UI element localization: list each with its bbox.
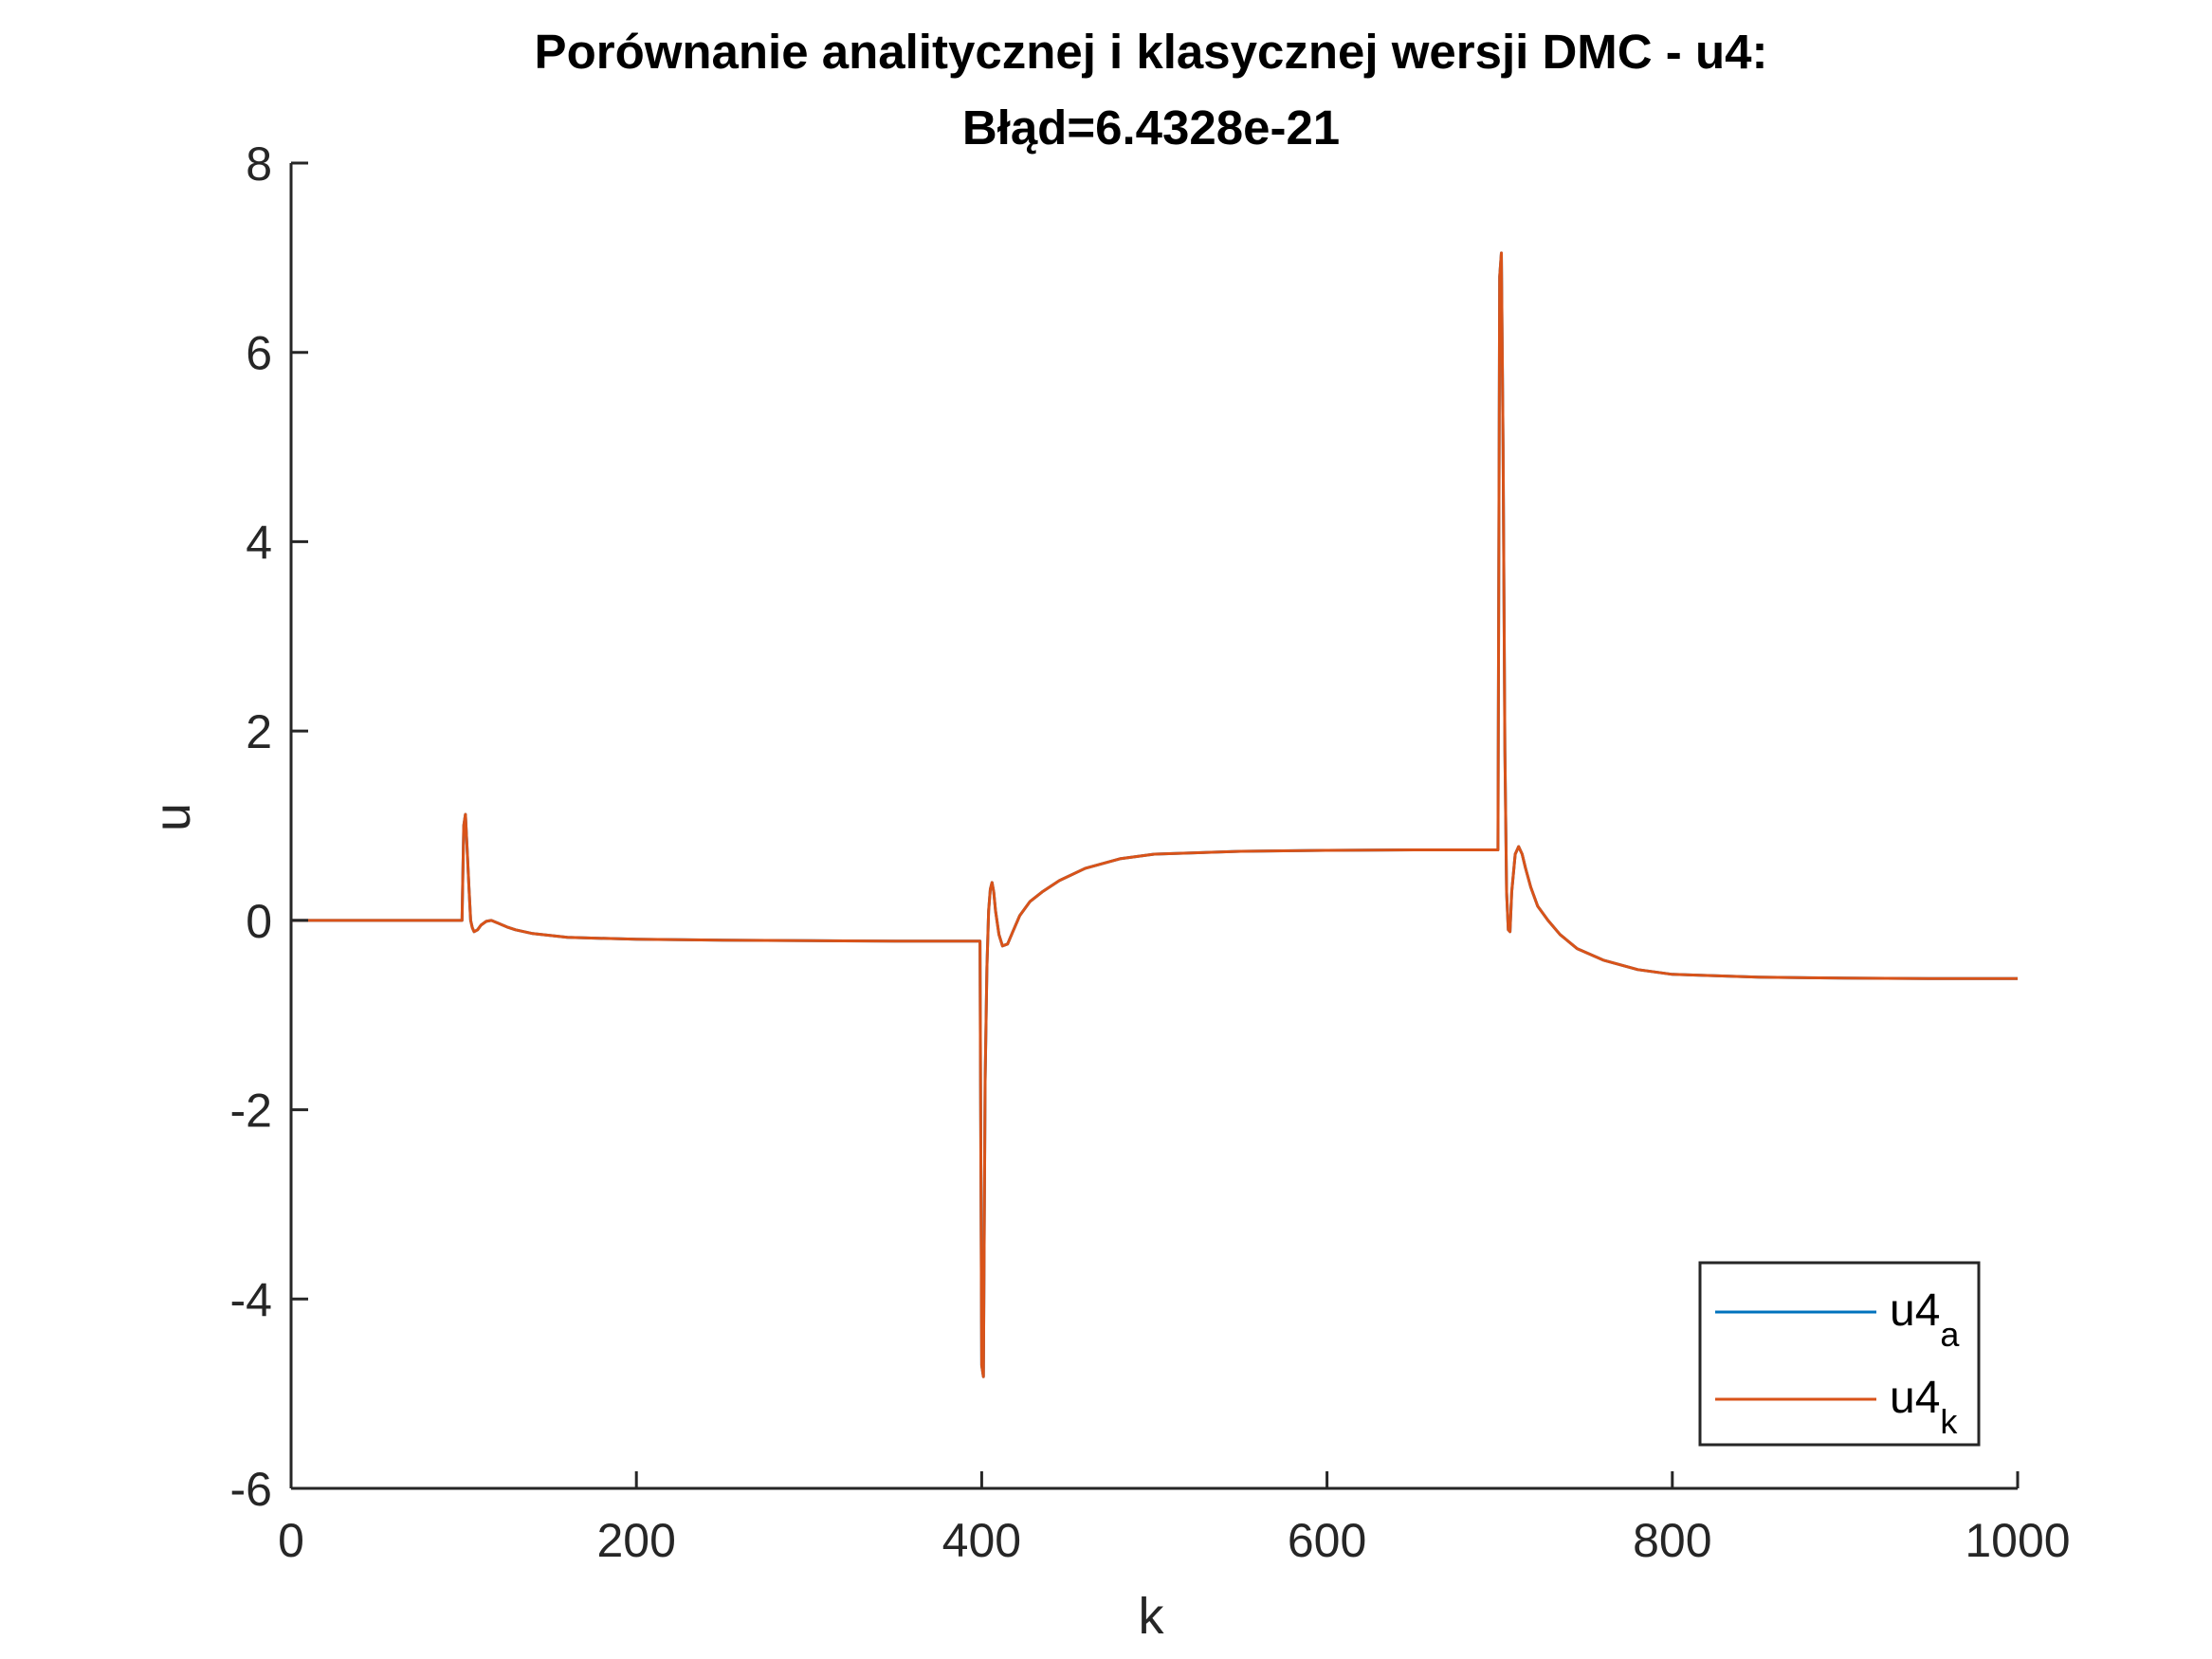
x-tick-label: 400 [942, 1514, 1021, 1567]
y-tick-label: 6 [246, 327, 272, 380]
y-tick-label: -6 [230, 1463, 272, 1516]
x-tick-label: 800 [1633, 1514, 1711, 1567]
chart-title: Porównanie analitycznej i klasycznej wer… [535, 25, 1768, 155]
series-line-u4-a [291, 251, 2018, 1378]
y-axis-label: u [144, 803, 201, 831]
y-tick-label: -4 [230, 1273, 272, 1326]
series-line-u4-k [291, 251, 2018, 1378]
y-tick-label: -2 [230, 1085, 272, 1138]
chart-title-line-2: Błąd=6.4328e-21 [962, 100, 1340, 155]
series-layer [291, 251, 2018, 1378]
y-tick-label: 8 [246, 137, 272, 191]
x-tick-label: 1000 [1965, 1514, 2070, 1567]
y-tick-label: 4 [246, 516, 272, 569]
x-axis-label: k [1139, 1588, 1165, 1645]
x-tick-label: 0 [278, 1514, 304, 1567]
x-tick-label: 600 [1288, 1514, 1366, 1567]
chart-title-line-1: Porównanie analitycznej i klasycznej wer… [535, 25, 1768, 79]
y-tick-label: 0 [246, 895, 272, 948]
legend-box [1698, 1261, 1981, 1447]
x-tick-label: 200 [596, 1514, 675, 1567]
axes-layer: 0 200 400 600 800 1000 -6 -4 -2 0 2 4 6 8 [230, 137, 2071, 1567]
y-tick-label: 2 [246, 705, 272, 758]
